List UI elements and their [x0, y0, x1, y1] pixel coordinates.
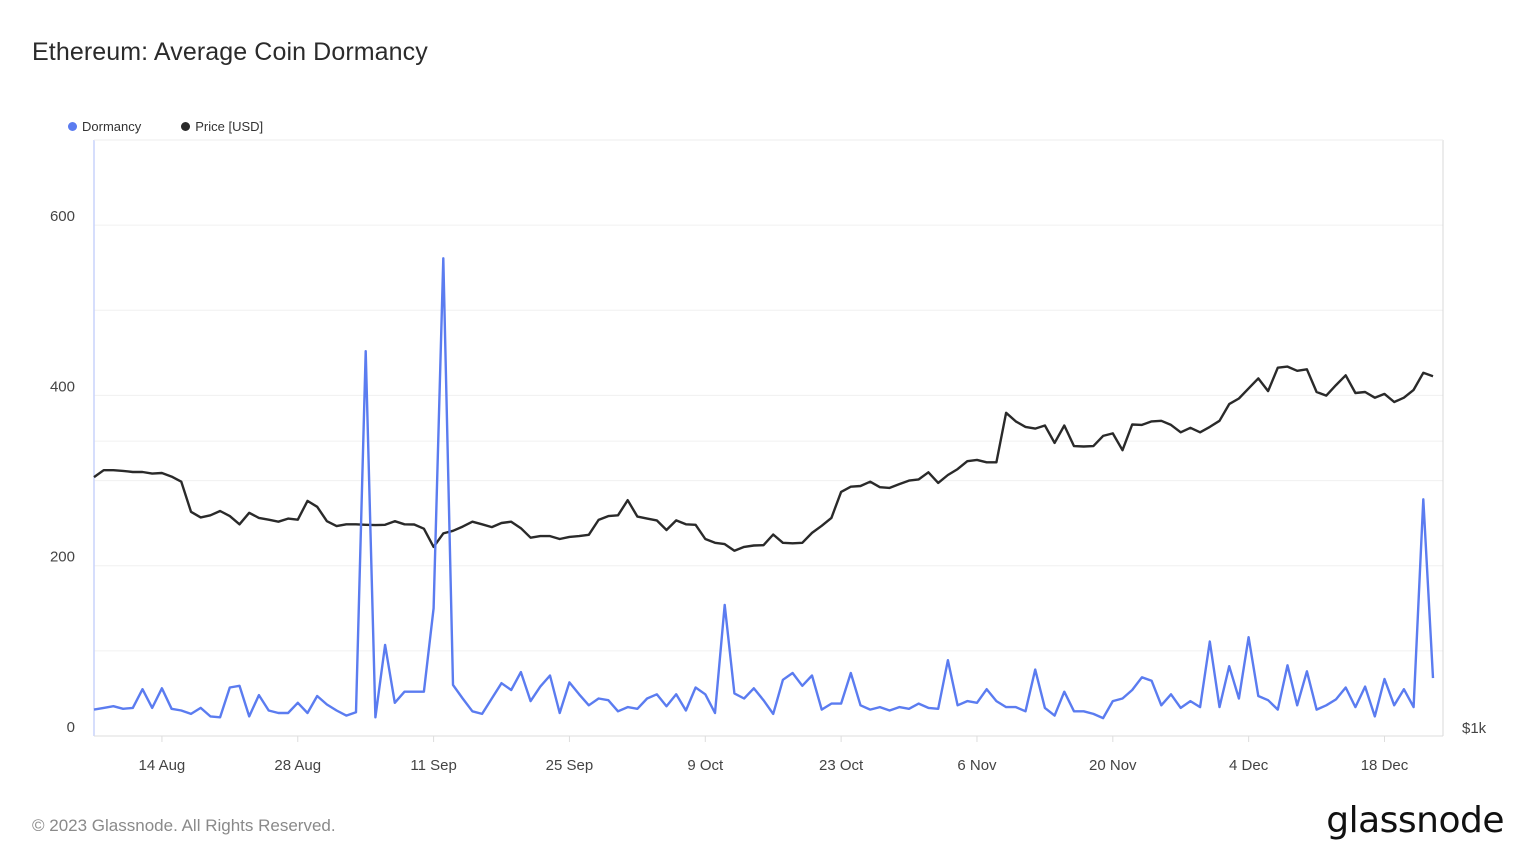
x-tick-label: 14 Aug [139, 757, 186, 774]
grid-lines [94, 224, 1443, 652]
legend-item-dormancy[interactable]: Dormancy [68, 119, 141, 134]
y-right-tick-label: $1k [1462, 720, 1487, 737]
x-tick-label: 6 Nov [957, 757, 997, 774]
y-tick-label: 0 [67, 719, 75, 736]
glassnode-logo[interactable]: glassnode [1326, 800, 1504, 841]
price-line [93, 365, 1434, 552]
x-tick-label: 9 Oct [687, 757, 724, 774]
y-tick-label: 600 [50, 208, 75, 225]
chart-title: Ethereum: Average Coin Dormancy [32, 38, 428, 66]
copyright-footer: © 2023 Glassnode. All Rights Reserved. [32, 816, 336, 835]
legend-dot-price [181, 122, 191, 131]
x-axis-ticks: 14 Aug 28 Aug 11 Sep 25 Sep 9 Oct 23 Oct 6 Nov… [139, 736, 1409, 774]
y-tick-label: 200 [50, 549, 75, 566]
chart-legend: Dormancy Price [USD] [68, 119, 263, 134]
x-tick-label: 11 Sep [410, 757, 456, 774]
x-tick-label: 25 Sep [546, 757, 594, 774]
legend-dot-dormancy [68, 122, 77, 131]
x-tick-label: 20 Nov [1089, 757, 1137, 774]
legend-item-price[interactable]: Price [USD] [181, 119, 263, 134]
x-tick-label: 23 Oct [819, 757, 864, 774]
x-tick-label: 18 Dec [1361, 757, 1409, 774]
dormancy-line [93, 257, 1435, 720]
legend-label-dormancy: Dormancy [82, 119, 142, 134]
x-tick-label: 4 Dec [1229, 757, 1269, 774]
y-axis-ticks: 0 200 400 600 $1k [50, 208, 1487, 737]
legend-label-price: Price [USD] [195, 119, 264, 134]
series-lines [93, 257, 1435, 720]
x-tick-label: 28 Aug [274, 757, 321, 774]
y-tick-label: 400 [50, 378, 75, 395]
